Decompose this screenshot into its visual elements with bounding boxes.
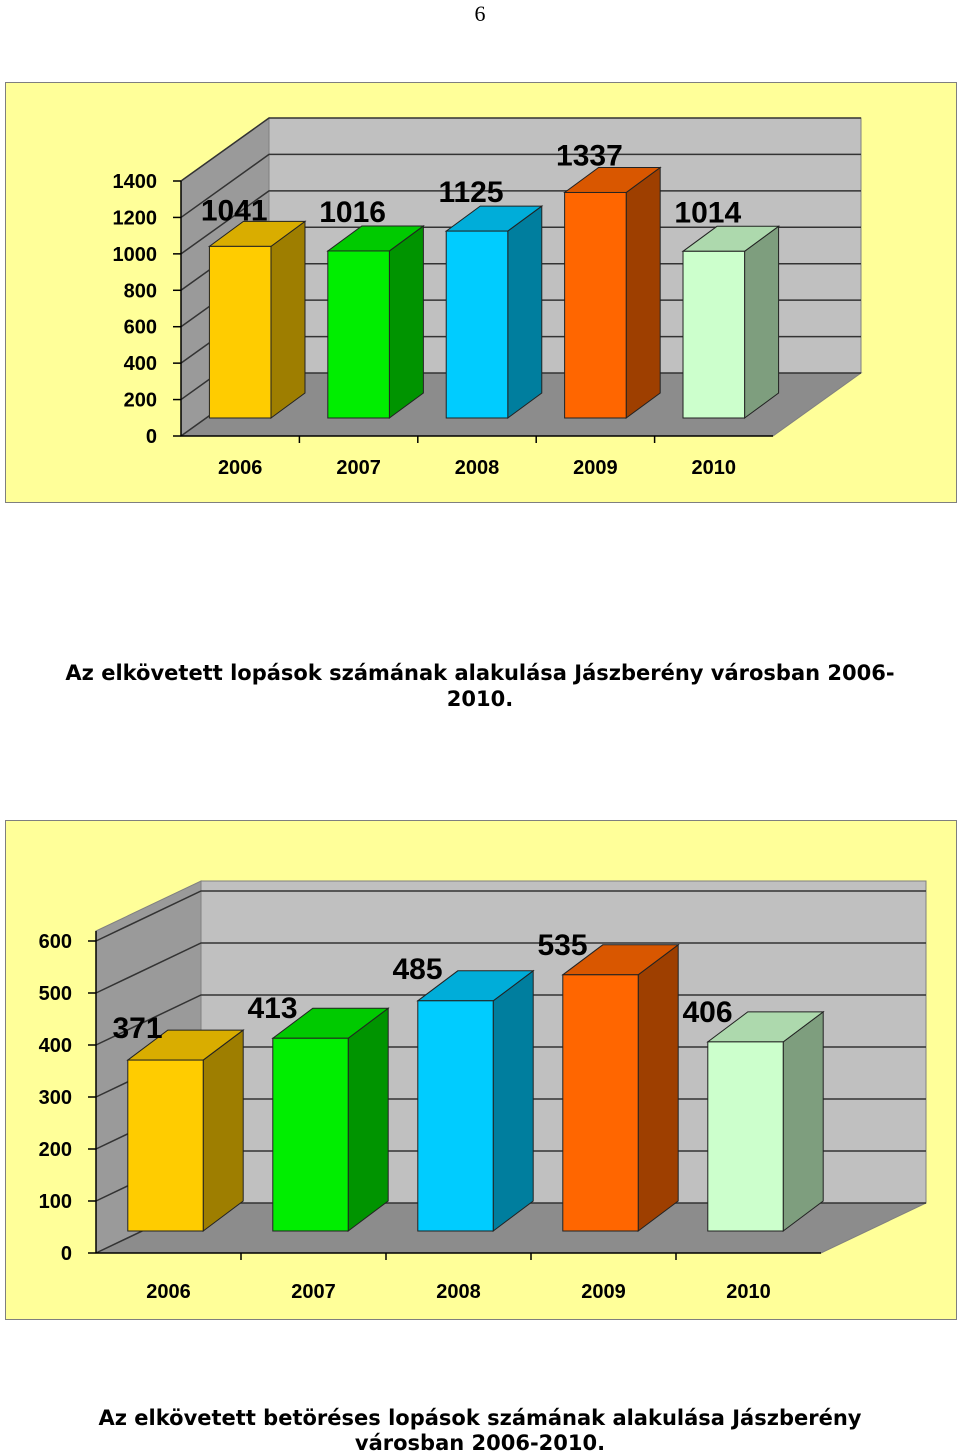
chart1-y-tick-label: 600 — [124, 317, 157, 339]
chart2-bar-2010 — [707, 1041, 784, 1232]
chart1-y-tick-label: 1400 — [113, 171, 158, 193]
caption-line-1: Az elkövetett betöréses lopások számának… — [98, 1406, 862, 1430]
chart1-data-label: 1337 — [556, 139, 623, 172]
chart2-data-label: 413 — [247, 992, 297, 1025]
page-number: 6 — [474, 1, 486, 26]
chart1-y-tick-label: 0 — [146, 426, 157, 448]
chart2-data-label: 406 — [682, 996, 732, 1029]
chart2-x-tick-label: 2010 — [726, 1281, 771, 1303]
chart2-bar-2007 — [272, 1037, 349, 1232]
chart2-y-tick-label: 100 — [39, 1191, 72, 1213]
chart1-bar-2010 — [682, 250, 746, 419]
chart2-y-tick-label: 0 — [61, 1243, 72, 1265]
chart1-data-label: 1041 — [201, 194, 268, 227]
chart2-data-label: 371 — [112, 1012, 162, 1045]
chart1-bar-side — [388, 224, 424, 419]
chart2-gridline — [95, 994, 926, 1046]
chart2-gridline — [95, 942, 926, 994]
chart2-x-tick-label: 2007 — [291, 1281, 336, 1303]
chart1-gridline — [180, 153, 861, 219]
chart1-y-tick-label: 400 — [124, 353, 157, 375]
chart2-y-tick-label: 200 — [39, 1139, 72, 1161]
chart1-gridline — [180, 117, 861, 182]
thefts-bar-chart: 0 200 400 600 800 1000 1200 1400 1041 2006 1016 200… — [5, 82, 957, 503]
chart1-bar-side — [270, 220, 306, 419]
caption-line-1: Az elkövetett lopások számának alakulása… — [65, 661, 895, 685]
chart2-x-tick-label: 2006 — [146, 1281, 191, 1303]
chart1-x-tick-label: 2006 — [218, 457, 263, 479]
chart2-bar-side — [782, 1010, 824, 1232]
thefts-chart-caption: Az elkövetett lopások számának alakulása… — [0, 660, 960, 712]
chart2-bar-2008 — [417, 1000, 494, 1232]
chart1-bar-side — [744, 225, 780, 419]
chart1-bar-2008 — [445, 230, 509, 419]
chart2-data-label: 485 — [392, 953, 442, 986]
chart2-data-label: 535 — [537, 929, 587, 962]
chart2-x-tick-label: 2008 — [436, 1281, 481, 1303]
burglary-chart-svg: 0 100 200 300 400 500 600 371 2006 413 2007 485 2008… — [39, 880, 927, 1303]
chart1-x-tick-label: 2009 — [573, 457, 618, 479]
chart1-x-tick-label: 2008 — [455, 457, 500, 479]
chart2-bar-2009 — [562, 974, 639, 1232]
chart2-y-tick-label: 300 — [39, 1087, 72, 1109]
chart2-bar-side — [347, 1007, 389, 1232]
chart1-data-label: 1125 — [438, 176, 503, 209]
chart1-x-tick-label: 2010 — [692, 457, 737, 479]
caption-line-2: 2010. — [446, 687, 514, 711]
caption-line-2: városban 2006-2010. — [354, 1431, 606, 1455]
chart1-data-label: 1016 — [319, 196, 386, 229]
chart1-y-tick-label: 1200 — [113, 207, 158, 229]
chart1-y-tick-label: 1000 — [113, 244, 158, 266]
burglary-bar-chart: 0 100 200 300 400 500 600 371 2006 413 2007 485 2008… — [5, 820, 957, 1320]
chart1-y-tick-label: 800 — [124, 280, 157, 302]
thefts-chart-svg: 0 200 400 600 800 1000 1200 1400 1041 2006 1016 200… — [113, 117, 863, 479]
chart2-gridline — [95, 890, 926, 942]
chart1-bar-2009 — [564, 191, 627, 419]
chart2-y-tick-label: 400 — [39, 1035, 72, 1057]
chart1-y-tick-label: 200 — [124, 390, 157, 412]
chart2-x-tick-label: 2009 — [581, 1281, 626, 1303]
chart1-bar-side — [507, 205, 543, 419]
chart2-bar-side — [637, 943, 679, 1232]
chart1-data-label: 1014 — [674, 196, 741, 229]
chart2-bar-2006 — [127, 1059, 204, 1232]
chart1-bar-side — [625, 166, 661, 419]
chart1-x-tick-label: 2007 — [336, 457, 381, 479]
chart1-gridline — [180, 190, 861, 255]
chart2-y-tick-label: 600 — [39, 931, 72, 953]
chart1-bar-2007 — [327, 250, 390, 419]
burglary-chart-caption: Az elkövetett betöréses lopások számának… — [0, 1406, 960, 1456]
chart2-bar-side — [492, 969, 534, 1232]
chart1-bar-2006 — [208, 245, 272, 419]
chart2-y-tick-label: 500 — [39, 983, 72, 1005]
chart2-bar-side — [202, 1029, 244, 1232]
